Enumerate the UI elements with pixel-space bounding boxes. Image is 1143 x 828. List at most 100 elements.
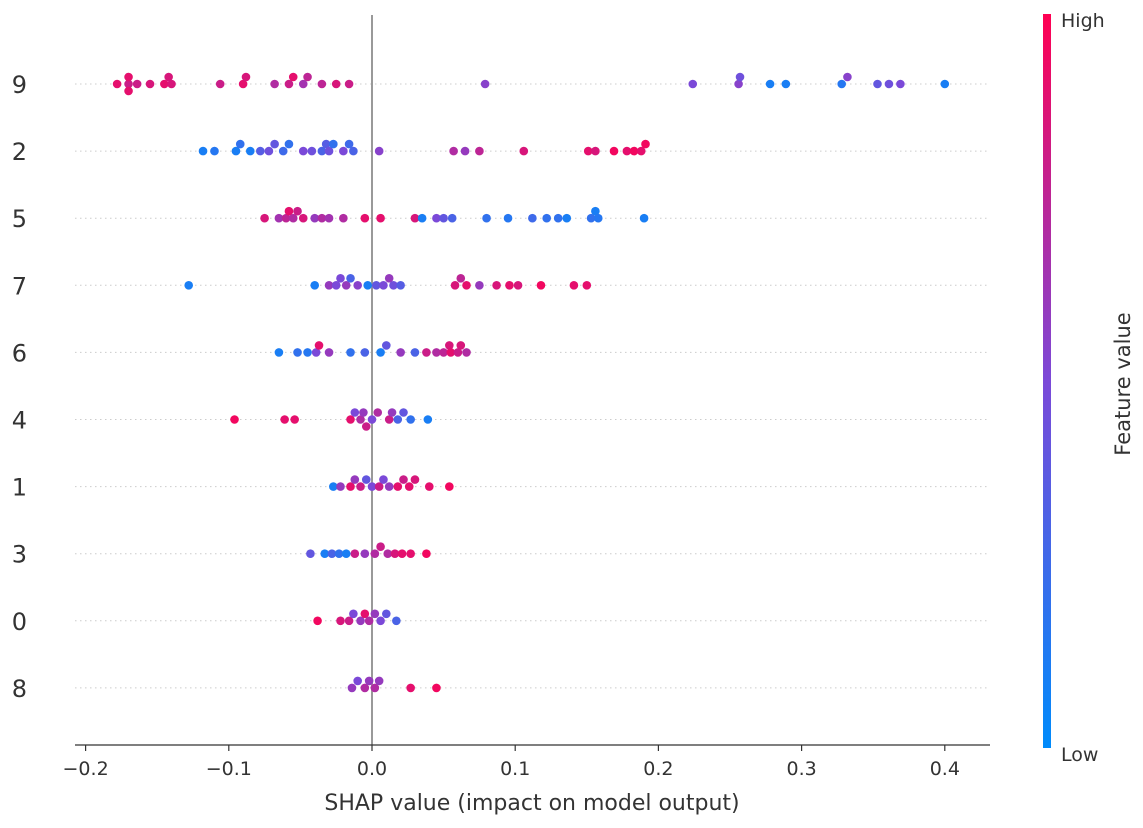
- shap-point: [392, 616, 401, 626]
- shap-point: [586, 213, 596, 223]
- x-axis: −0.2 −0.1 0.0 0.1 0.2 0.3 0.4: [63, 744, 990, 780]
- shap-point: [393, 482, 403, 491]
- shap-point: [360, 683, 370, 693]
- shap-point: [397, 549, 407, 558]
- shap-point: [324, 146, 334, 156]
- shap-point: [406, 549, 415, 558]
- shap-point: [940, 79, 950, 89]
- shap-point: [379, 475, 388, 484]
- shap-point: [270, 139, 279, 149]
- shap-point: [353, 676, 362, 686]
- shap-point: [446, 348, 456, 357]
- y-tick-label: 1: [12, 474, 27, 502]
- shap-point: [376, 542, 385, 551]
- shap-point: [329, 482, 338, 491]
- shap-point: [327, 549, 337, 558]
- shap-point: [346, 348, 355, 357]
- shap-point: [562, 213, 572, 223]
- y-tick-label: 2: [12, 138, 27, 166]
- shap-point: [336, 482, 345, 491]
- shap-point: [364, 676, 374, 686]
- shap-point: [456, 274, 466, 283]
- shap-point: [303, 348, 312, 357]
- shap-point: [160, 79, 169, 89]
- shap-point: [445, 482, 454, 491]
- shap-point: [453, 348, 463, 357]
- shap-point: [432, 348, 441, 357]
- shap-point: [341, 281, 351, 290]
- x-tick-label: 0.4: [930, 758, 960, 780]
- shap-point: [317, 146, 327, 156]
- shap-point: [256, 146, 265, 156]
- shap-point: [390, 549, 400, 558]
- shap-point: [311, 348, 321, 357]
- shap-point: [542, 213, 552, 223]
- shap-point: [341, 549, 351, 558]
- shap-point: [349, 609, 358, 619]
- shap-point: [356, 415, 365, 424]
- shap-point: [475, 281, 484, 290]
- shap-point: [124, 72, 133, 82]
- shap-point: [238, 79, 248, 89]
- shap-point: [360, 213, 370, 223]
- shap-point: [320, 549, 330, 558]
- shap-point: [376, 616, 385, 626]
- shap-point: [361, 422, 371, 431]
- shap-point: [389, 281, 398, 290]
- shap-point: [364, 616, 374, 626]
- shap-point: [439, 213, 448, 223]
- shap-point: [270, 79, 279, 89]
- shap-point: [456, 341, 466, 350]
- shap-point: [260, 213, 269, 223]
- y-tick-label: 6: [12, 339, 27, 367]
- shap-point: [445, 341, 454, 350]
- shap-point: [346, 415, 355, 424]
- shap-point: [528, 213, 537, 223]
- shap-point: [344, 139, 354, 149]
- shap-point: [313, 616, 322, 626]
- shap-point: [422, 348, 431, 357]
- shap-point: [334, 549, 344, 558]
- shap-point: [765, 79, 775, 89]
- y-tick-label: 5: [12, 205, 27, 233]
- shap-point: [339, 146, 348, 156]
- shap-point: [439, 348, 448, 357]
- row-gridlines: [75, 83, 990, 689]
- shap-point: [367, 415, 377, 424]
- shap-point: [376, 213, 385, 223]
- shap-point: [307, 146, 317, 156]
- shap-point: [264, 146, 274, 156]
- shap-point: [324, 281, 334, 290]
- shap-point: [274, 348, 284, 357]
- x-tick-label: 0.2: [643, 758, 673, 780]
- shap-point: [284, 206, 294, 216]
- shap-point: [553, 213, 563, 223]
- shap-point: [519, 146, 529, 156]
- shap-point: [215, 79, 225, 89]
- shap-point: [837, 79, 846, 89]
- y-tick-label: 7: [12, 272, 27, 300]
- shap-point: [387, 408, 397, 417]
- shap-point: [284, 139, 294, 149]
- shap-point: [432, 683, 441, 693]
- shap-point: [350, 475, 360, 484]
- shap-point: [383, 549, 393, 558]
- colorbar-gradient: [1043, 14, 1051, 748]
- shap-point: [492, 281, 501, 290]
- shap-point: [622, 146, 632, 156]
- colorbar: High Low Feature value: [1043, 10, 1135, 766]
- shap-point: [424, 482, 434, 491]
- shap-point: [346, 274, 355, 283]
- shap-point: [293, 206, 302, 216]
- shap-point: [462, 281, 471, 290]
- shap-point: [376, 348, 385, 357]
- shap-point: [360, 609, 370, 619]
- shap-point: [569, 281, 579, 290]
- shap-point: [278, 146, 288, 156]
- shap-point: [360, 549, 370, 558]
- shap-point: [132, 79, 142, 89]
- shap-point: [306, 549, 315, 558]
- shap-point: [245, 146, 255, 156]
- shap-point: [310, 281, 320, 290]
